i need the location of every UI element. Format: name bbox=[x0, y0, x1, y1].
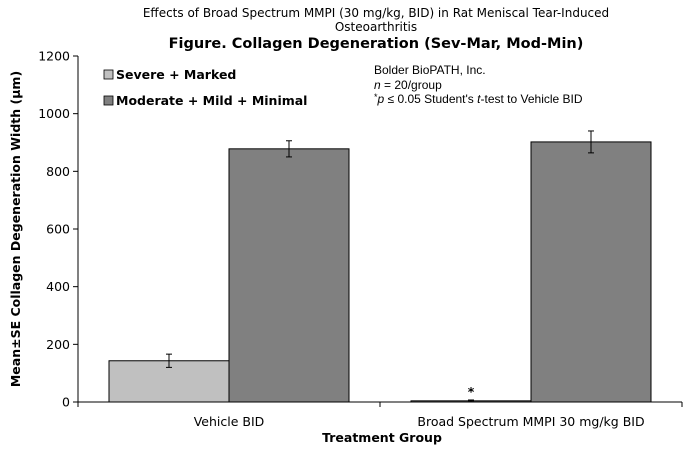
note-p-italic: p bbox=[377, 92, 385, 106]
note-p-mid: ≤ 0.05 Student's bbox=[384, 92, 477, 106]
note-sample-size: n = 20/group bbox=[374, 78, 442, 92]
note-lab: Bolder BioPATH, Inc. bbox=[374, 63, 486, 77]
note-n-italic: n bbox=[374, 78, 381, 92]
x-tick-label: Broad Spectrum MMPI 30 mg/kg BID bbox=[417, 414, 644, 429]
note-p-end: -test to Vehicle BID bbox=[480, 92, 582, 106]
note-n-rest: = 20/group bbox=[381, 78, 442, 92]
y-axis-label: Mean±SE Collagen Degeneration Width (µm) bbox=[8, 71, 23, 387]
y-tick-label: 200 bbox=[46, 337, 70, 352]
note-significance: *p ≤ 0.05 Student's t-test to Vehicle BI… bbox=[374, 92, 583, 106]
chart-title: Figure. Collagen Degeneration (Sev-Mar, … bbox=[169, 36, 584, 52]
legend-swatch-moderate-mild-minimal bbox=[103, 95, 114, 106]
chart-supertitle-line-2: Osteoarthritis bbox=[335, 20, 417, 34]
y-tick-label: 400 bbox=[46, 279, 70, 294]
legend: Severe + Marked Moderate + Mild + Minima… bbox=[103, 67, 307, 108]
annotation-notes: Bolder BioPATH, Inc. n = 20/group *p ≤ 0… bbox=[374, 63, 583, 106]
legend-label-moderate-mild-minimal: Moderate + Mild + Minimal bbox=[116, 93, 307, 108]
x-axis-label: Treatment Group bbox=[322, 430, 442, 445]
legend-label-severe-marked: Severe + Marked bbox=[116, 67, 236, 82]
note-p-star: * bbox=[374, 92, 378, 102]
y-tick-label: 800 bbox=[46, 164, 70, 179]
bar bbox=[228, 148, 350, 403]
plot-area: 0 200 400 600 800 1000 1200 Vehicle BID Broad Sp… bbox=[38, 49, 683, 429]
note-t-italic: t bbox=[477, 92, 481, 106]
y-tick-label: 0 bbox=[62, 395, 70, 410]
legend-swatch-severe-marked bbox=[103, 69, 114, 80]
x-tick-label: Vehicle BID bbox=[194, 414, 265, 429]
significance-marker: * bbox=[468, 384, 475, 399]
y-tick-label: 600 bbox=[46, 222, 70, 237]
y-tick-label: 1000 bbox=[38, 106, 70, 121]
chart-supertitle-line-1: Effects of Broad Spectrum MMPI (30 mg/kg… bbox=[143, 6, 609, 20]
y-tick-label: 1200 bbox=[38, 49, 70, 64]
bar bbox=[530, 141, 652, 403]
